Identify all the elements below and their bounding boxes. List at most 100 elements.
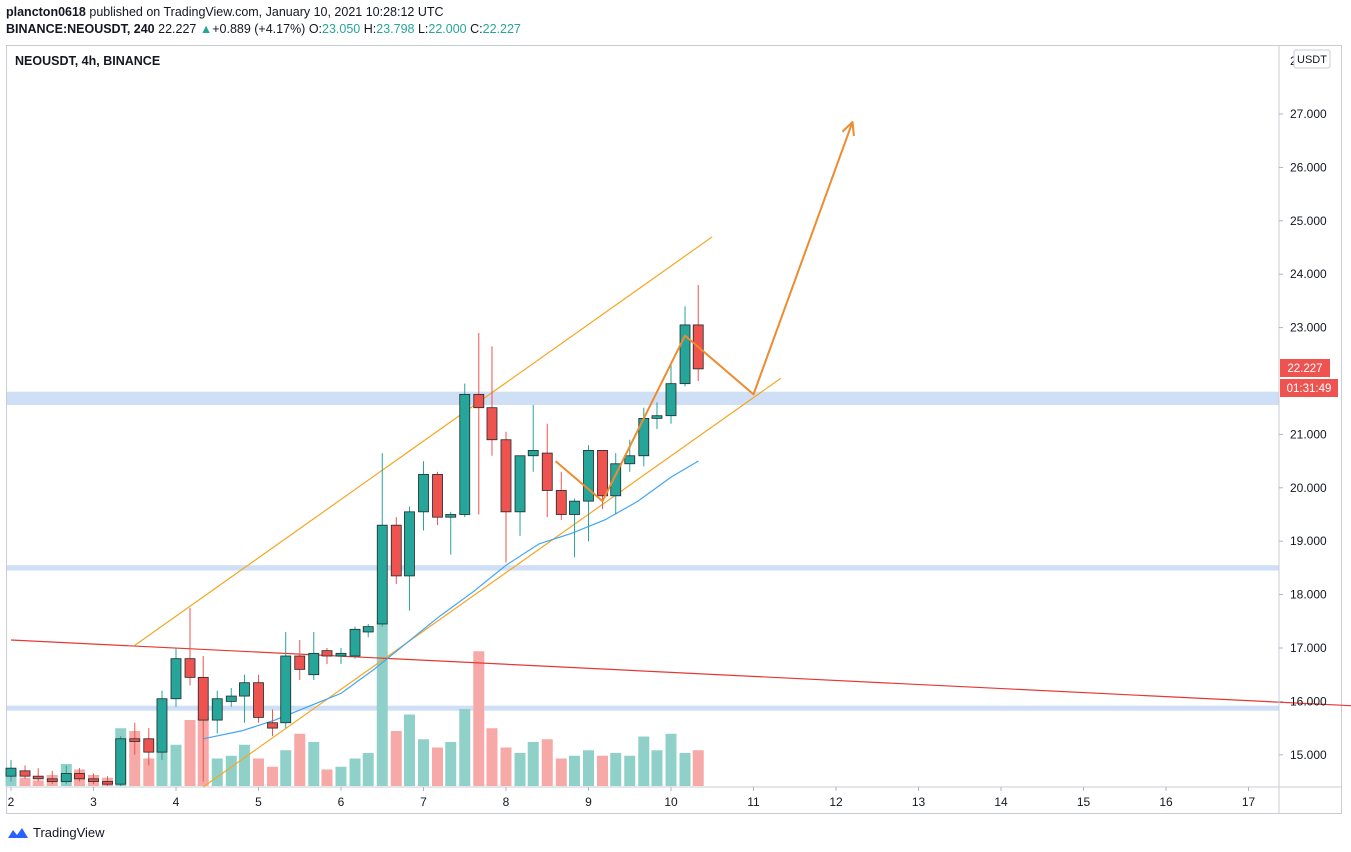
ohlc-header: BINANCE:NEOUSDT, 240 22.227 ▲+0.889 (+4.… <box>6 22 521 36</box>
candle <box>60 765 72 785</box>
open-label: O: <box>308 22 323 36</box>
price-tick-label: 16.000 <box>1290 694 1327 708</box>
date-tick-label: 12 <box>829 795 843 809</box>
volume-bar <box>638 736 650 786</box>
candle <box>308 631 320 681</box>
price-tick-label: 20.000 <box>1290 481 1327 495</box>
date-tick-label: 16 <box>1159 795 1173 809</box>
candle-body <box>211 698 223 721</box>
volume-bar <box>349 758 361 786</box>
date-tick-label: 7 <box>420 795 427 809</box>
candle-body <box>665 383 677 417</box>
volume-bar <box>486 728 498 786</box>
high-value: 23.798 <box>376 22 415 36</box>
candle-body <box>294 655 306 670</box>
candle-body <box>651 415 663 419</box>
currency-badge[interactable] <box>1293 49 1331 69</box>
volume-bar <box>321 769 333 786</box>
candles <box>5 284 704 786</box>
time-axis[interactable]: 2 3 4 5 6 7 8 9 10 11 12 13 14 15 16 17 <box>8 787 1256 809</box>
candle <box>459 383 471 518</box>
candle-body <box>156 698 168 753</box>
candle-body <box>239 682 250 697</box>
candle <box>143 728 155 766</box>
candle-body <box>19 770 31 777</box>
candle <box>349 626 361 659</box>
candle-body <box>527 450 539 457</box>
date-tick-label: 13 <box>912 795 926 809</box>
volume-bar <box>541 739 553 786</box>
candle-body <box>46 778 58 782</box>
author-name[interactable]: plancton0618 <box>6 5 86 19</box>
channel-upper-line <box>134 236 713 646</box>
candle <box>88 773 99 785</box>
volume-bar <box>253 758 264 786</box>
date-tick-label: 8 <box>503 795 510 809</box>
volume-bar <box>267 766 279 786</box>
price-tick-label: 19.000 <box>1290 534 1327 548</box>
projection-path <box>554 121 854 503</box>
candle-body <box>115 738 127 785</box>
candle <box>197 656 209 782</box>
candle-body <box>432 474 443 518</box>
symbol-label: BINANCE:NEOUSDT, 240 <box>6 22 155 36</box>
support-zone-3 <box>7 705 1279 711</box>
date-tick-label: 3 <box>90 795 97 809</box>
volume-bar <box>527 742 539 786</box>
date-tick-label: 17 <box>1242 795 1256 809</box>
candle-body <box>321 650 333 657</box>
price-tick-label: 17.000 <box>1290 641 1327 655</box>
candle <box>418 461 429 531</box>
candle <box>390 517 402 584</box>
price-axis[interactable]: 27.000 26.000 25.000 24.000 23.000 21.000 20.0… <box>1279 107 1327 762</box>
projection-arrow-head <box>841 121 855 137</box>
volume-bar <box>692 750 704 786</box>
volume-bar <box>403 714 415 786</box>
candle <box>74 768 85 782</box>
candle-body <box>74 773 85 780</box>
volume-bar <box>418 739 429 786</box>
date-tick-label: 15 <box>1077 795 1091 809</box>
candle <box>569 498 580 558</box>
price-tick-label: 23.000 <box>1290 321 1327 335</box>
volume-bar <box>500 747 512 786</box>
candle-body <box>486 407 498 441</box>
last-price: 22.227 <box>158 22 197 36</box>
chart-legend-title: NEOUSDT, 4h, BINANCE <box>15 54 160 68</box>
candle <box>156 690 168 761</box>
volume-bar <box>432 747 444 786</box>
volume-bar <box>225 755 237 786</box>
volume-bar <box>583 750 594 786</box>
volume-bar <box>294 733 306 786</box>
candle-body <box>267 722 278 729</box>
candle <box>486 346 498 456</box>
candle-body <box>569 500 580 515</box>
last-price-axis-label: 22.227 <box>1287 363 1322 375</box>
candle-body <box>610 463 622 497</box>
candle-body <box>390 524 402 577</box>
candle-body <box>541 452 553 491</box>
tradingview-logo-icon <box>8 827 28 838</box>
candle <box>665 362 677 424</box>
candle-body <box>418 474 429 513</box>
descending-trendline <box>10 639 1351 707</box>
footer-brand[interactable]: TradingView <box>7 825 105 840</box>
candle-body <box>197 676 209 721</box>
volume-bar <box>143 758 155 786</box>
candle <box>610 453 622 515</box>
candle <box>432 471 443 526</box>
candle <box>129 722 141 755</box>
candle <box>362 623 374 638</box>
date-tick-label: 2 <box>8 795 15 809</box>
candle-body <box>32 775 44 780</box>
candle <box>404 506 415 611</box>
volume-bar <box>211 758 223 786</box>
candle-body <box>170 658 182 700</box>
volume-bar <box>280 750 292 786</box>
volume-bar <box>555 758 567 786</box>
candle-body <box>5 767 17 777</box>
volume-bar <box>170 744 182 786</box>
price-tick-label: 18.000 <box>1290 588 1327 602</box>
volume-bar <box>665 733 677 786</box>
